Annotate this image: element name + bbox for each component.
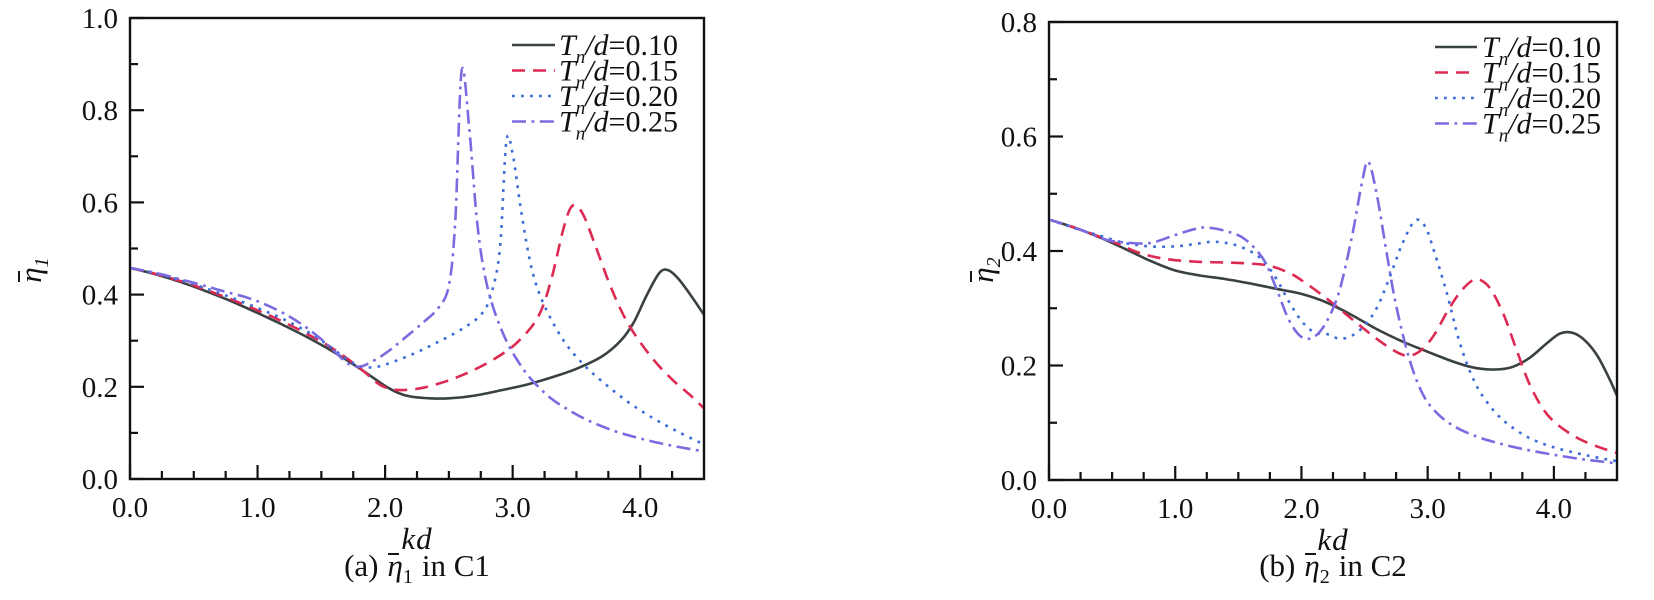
legend-label: Tn/d=0.15 bbox=[559, 55, 678, 94]
x-tick-label: 3.0 bbox=[495, 492, 531, 524]
x-axis-label-a: kd bbox=[401, 521, 433, 556]
legend-label: Tn/d=0.25 bbox=[559, 106, 678, 145]
curve-b-series-2 bbox=[1050, 218, 1616, 463]
x-tick-label: 1.0 bbox=[1157, 493, 1193, 525]
y-tick-label: 0.4 bbox=[82, 280, 119, 312]
eta-bar-symbol-a: η bbox=[13, 267, 48, 283]
legend-label: Tn/d=0.20 bbox=[559, 80, 678, 119]
x-axis-label-b: kd bbox=[1317, 522, 1349, 557]
y-axis-label-b: η2 bbox=[965, 225, 1005, 315]
caption-a: (a) η1 in C1 bbox=[117, 548, 717, 587]
caption-a-symbol: η bbox=[387, 548, 403, 583]
caption-b-index: (b) bbox=[1259, 548, 1296, 583]
x-tick-label: 2.0 bbox=[1283, 493, 1319, 525]
curve-b-series-3 bbox=[1050, 160, 1616, 465]
tick-labels-a: 0.0 1.0 2.0 3.0 4.0 0.0 0.2 0.4 0.6 0.8 1.0 bbox=[82, 3, 659, 524]
x-tick-label: 3.0 bbox=[1410, 493, 1446, 525]
caption-b-symbol: η bbox=[1304, 548, 1320, 583]
legend-label: Tn/d=0.10 bbox=[1482, 31, 1601, 70]
caption-a-index: (a) bbox=[344, 548, 379, 583]
y-axis-subscript-b: 2 bbox=[983, 257, 1005, 268]
caption-a-subscript: 1 bbox=[402, 566, 413, 588]
x-tick-label: 4.0 bbox=[622, 492, 658, 524]
curve-b-series-1 bbox=[1050, 218, 1616, 455]
legend-label: Tn/d=0.15 bbox=[1482, 57, 1601, 96]
y-tick-label: 0.4 bbox=[1001, 236, 1038, 268]
panel-b: 0.0 1.0 2.0 3.0 4.00.00.20.40.60.8Tn/d=0.10T… bbox=[1001, 7, 1619, 525]
panel-a: 0.0 1.0 2.0 3.0 4.0 0.0 0.2 0.4 0.6 0.8 1.0 Tn/d=0.… bbox=[82, 3, 706, 524]
curve-a-series-1 bbox=[131, 203, 703, 410]
y-tick-label: 0.2 bbox=[1001, 351, 1037, 383]
x-tick-label: 2.0 bbox=[367, 492, 403, 524]
y-tick-label: 0.8 bbox=[1001, 7, 1037, 39]
y-axis-subscript-a: 1 bbox=[31, 257, 53, 268]
legend-label: Tn/d=0.10 bbox=[559, 29, 678, 68]
x-tick-label: 4.0 bbox=[1536, 493, 1572, 525]
x-tick-label: 1.0 bbox=[239, 492, 275, 524]
axis-ticks-b bbox=[1047, 20, 1587, 482]
y-tick-label: 1.0 bbox=[82, 3, 118, 35]
y-tick-label: 0.0 bbox=[1001, 465, 1037, 497]
tick-labels-b: 0.0 1.0 2.0 3.0 4.0 0.0 0.2 0.4 0.6 0.8 bbox=[1001, 7, 1572, 525]
legend-label: Tn/d=0.25 bbox=[1482, 108, 1601, 147]
axis-ticks-a bbox=[128, 16, 674, 481]
y-tick-label: 0.0 bbox=[82, 464, 118, 496]
caption-b-subscript: 2 bbox=[1319, 566, 1330, 588]
y-axis-label-a: η1 bbox=[13, 225, 53, 315]
x-tick-label: 0.0 bbox=[112, 492, 148, 524]
y-tick-label: 0.2 bbox=[82, 372, 118, 404]
y-tick-label: 0.6 bbox=[82, 187, 118, 219]
caption-b: (b) η2 in C2 bbox=[1033, 548, 1633, 587]
curve-a-series-0 bbox=[131, 266, 703, 400]
y-tick-label: 0.6 bbox=[1001, 122, 1037, 154]
curve-b-series-0 bbox=[1050, 218, 1616, 397]
y-tick-label: 0.8 bbox=[82, 95, 118, 127]
legend-label: Tn/d=0.20 bbox=[1482, 82, 1601, 121]
caption-b-suffix: in C2 bbox=[1338, 548, 1407, 583]
caption-a-suffix: in C1 bbox=[421, 548, 490, 583]
x-tick-label: 0.0 bbox=[1031, 493, 1067, 525]
eta-bar-symbol-b: η bbox=[965, 267, 1000, 283]
